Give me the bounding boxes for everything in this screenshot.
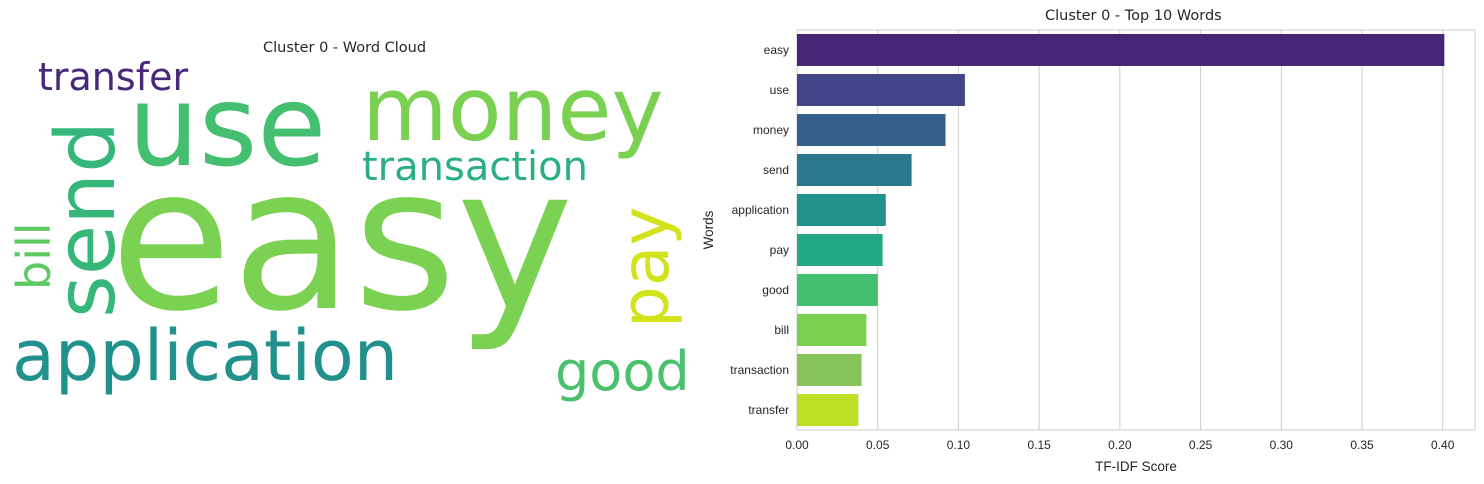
y-tick-labels: easy use money send application pay good bill tr… — [730, 43, 789, 417]
x-tick-label: 0.15 — [1027, 438, 1051, 452]
bar-chart: easy use money send application pay good bill tr… — [701, 29, 1476, 474]
x-tick-label: 0.25 — [1189, 438, 1213, 452]
y-tick-label: bill — [774, 323, 789, 337]
bar-use — [797, 74, 965, 106]
x-tick-label: 0.00 — [785, 438, 809, 452]
x-tick-label: 0.40 — [1431, 438, 1455, 452]
bar-money — [797, 114, 946, 146]
y-tick-label: use — [770, 83, 790, 97]
y-tick-label: pay — [770, 243, 789, 257]
wordcloud-word: bill — [7, 222, 61, 290]
wordcloud-word: application — [12, 315, 398, 397]
bar-easy — [797, 34, 1445, 66]
wordcloud-word: use — [128, 62, 326, 192]
y-tick-label: transfer — [748, 403, 789, 417]
bar-application — [797, 194, 886, 226]
wordcloud-word: send — [39, 121, 134, 318]
wordcloud-word: transaction — [362, 144, 588, 190]
y-tick-label: easy — [764, 43, 789, 57]
bar-pay — [797, 234, 883, 266]
x-axis-label: TF-IDF Score — [1095, 459, 1177, 474]
bar-good — [797, 274, 878, 306]
wordcloud-word: transfer — [38, 55, 188, 99]
wordcloud-word: easy — [110, 124, 573, 355]
bar-chart-title: Cluster 0 - Top 10 Words — [1045, 8, 1222, 24]
x-tick-labels: 0.00 0.05 0.10 0.15 0.20 0.25 0.30 0.35 0.40 — [785, 438, 1454, 452]
bars — [797, 34, 1445, 426]
x-tick-label: 0.10 — [947, 438, 971, 452]
y-tick-label: good — [762, 283, 789, 297]
x-tick-label: 0.30 — [1270, 438, 1294, 452]
y-tick-label: application — [732, 203, 789, 217]
y-tick-label: money — [753, 123, 789, 137]
y-tick-label: transaction — [730, 363, 789, 377]
wordcloud-title: Cluster 0 - Word Cloud — [263, 40, 427, 56]
bar-bill — [797, 314, 867, 346]
wordcloud-word: pay — [607, 207, 684, 328]
wordcloud-word: good — [555, 340, 690, 403]
bar-send — [797, 154, 912, 186]
wordcloud-word: money — [362, 58, 664, 161]
x-tick-label: 0.35 — [1350, 438, 1374, 452]
x-tick-label: 0.20 — [1108, 438, 1132, 452]
x-tick-label: 0.05 — [866, 438, 890, 452]
bar-transfer — [797, 394, 859, 426]
bar-transaction — [797, 354, 862, 386]
y-tick-label: send — [763, 163, 789, 177]
y-axis-label: Words — [701, 210, 716, 249]
